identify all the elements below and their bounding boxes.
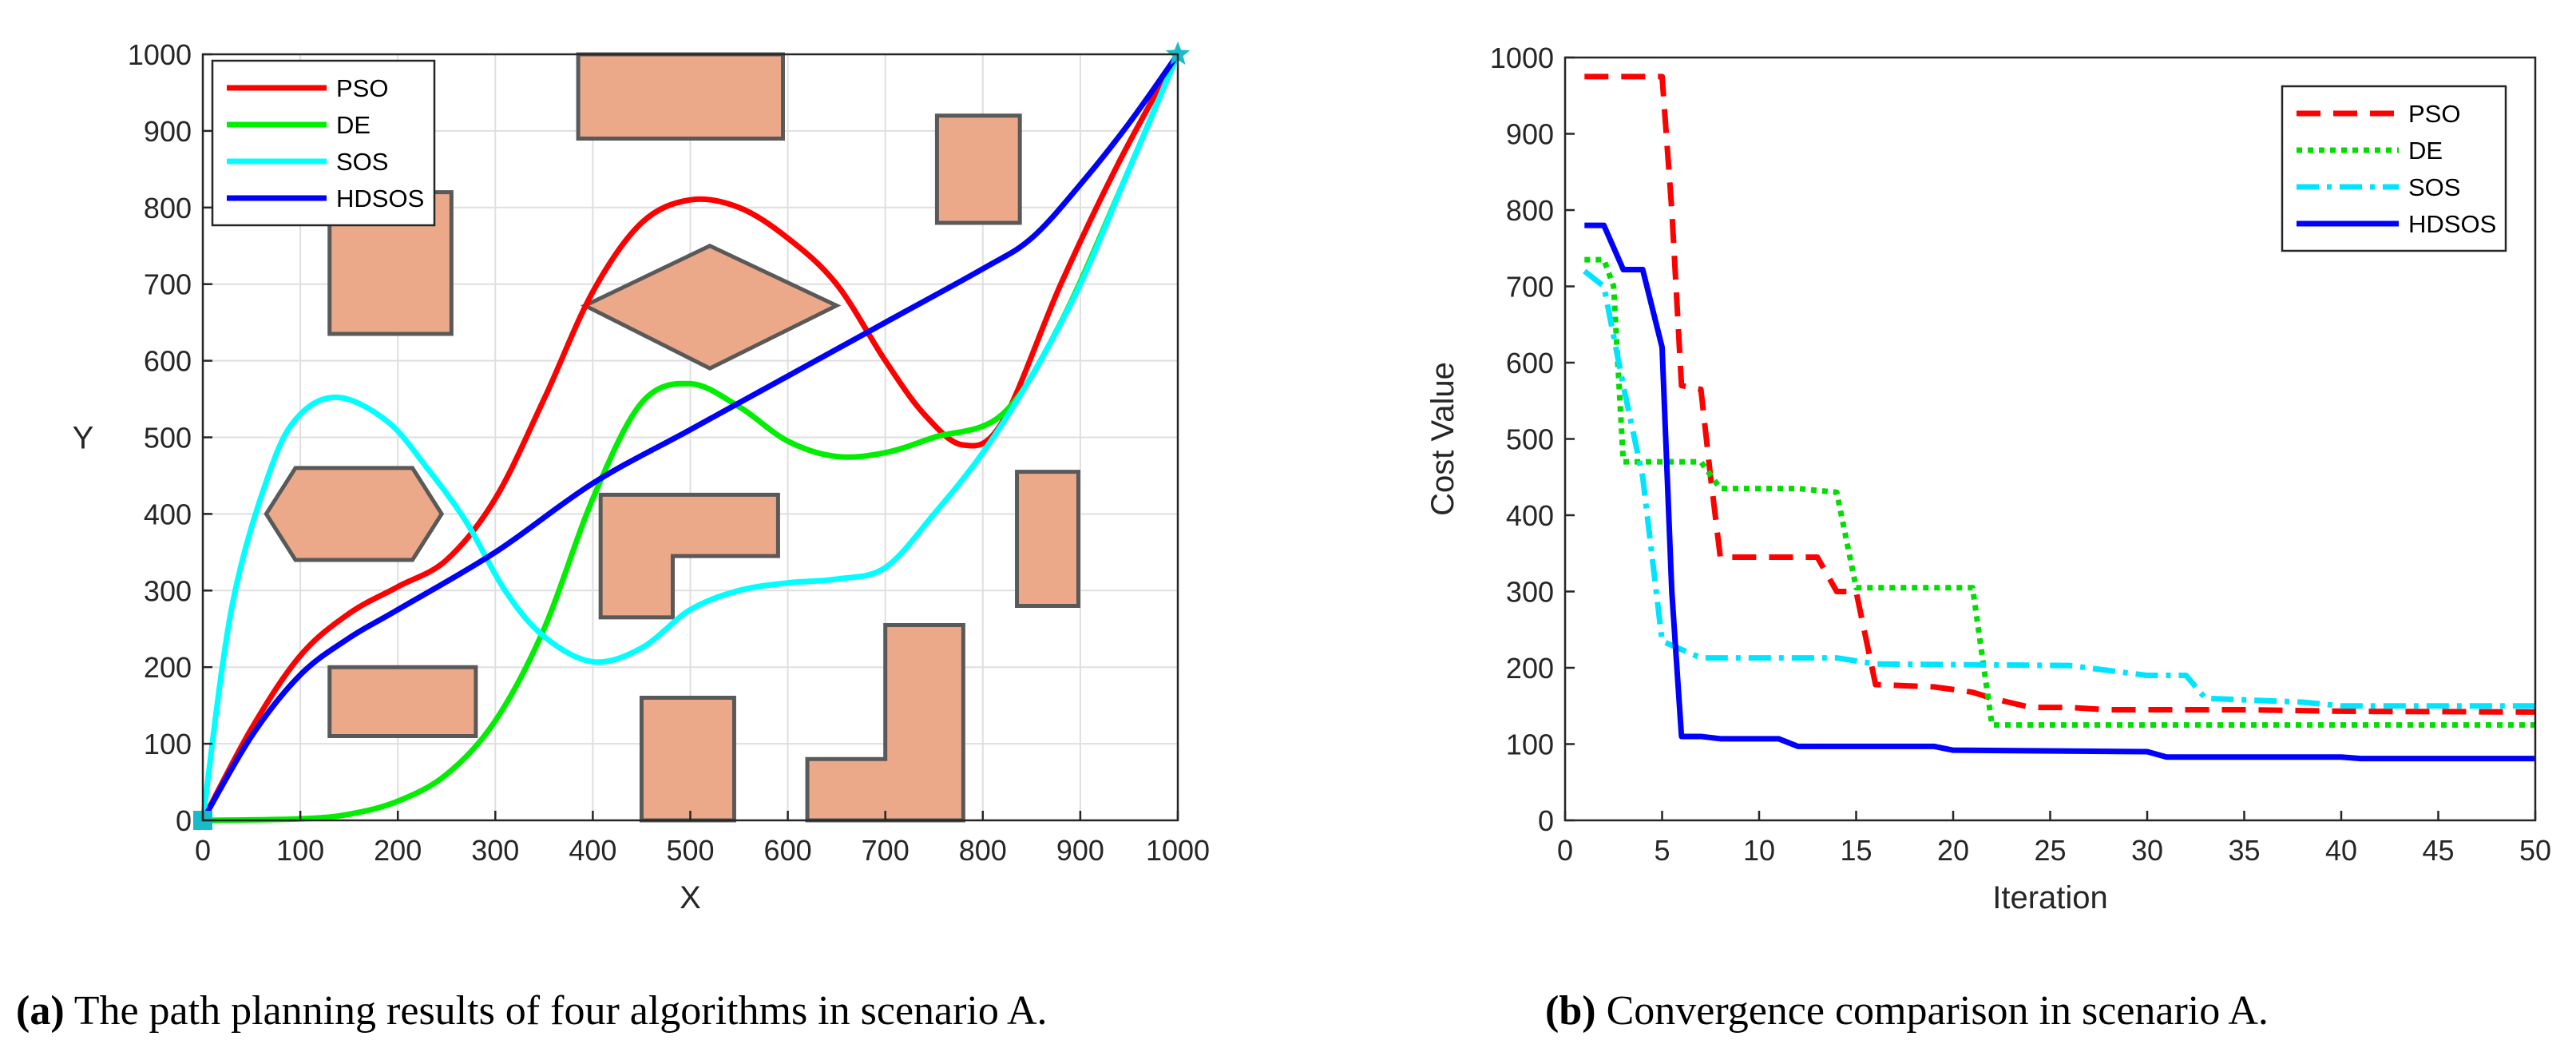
legend-label-hdsos: HDSOS bbox=[336, 185, 424, 212]
goal-marker bbox=[1165, 42, 1191, 65]
y-tick-label: 400 bbox=[144, 498, 192, 530]
caption-b: (b) Convergence comparison in scenario A… bbox=[1545, 988, 2269, 1034]
legend-label-hdsos: HDSOS bbox=[2408, 210, 2496, 238]
x-tick-label: 40 bbox=[2325, 834, 2357, 867]
caption-a: (a) The path planning results of four al… bbox=[16, 988, 1048, 1034]
legend-label-sos: SOS bbox=[336, 148, 388, 176]
y-tick-label: 200 bbox=[144, 651, 192, 684]
path-planning-chart: 0 100 200 300 400 500 600 700 800 900 1000 0 100 200 3… bbox=[73, 38, 1210, 915]
y-tick-label: 100 bbox=[144, 728, 192, 760]
x-tick-label: 200 bbox=[374, 834, 422, 867]
y-tick-label: 700 bbox=[1506, 271, 1554, 304]
x-tick-label: 600 bbox=[764, 834, 812, 867]
y-tick-label: 1000 bbox=[1490, 42, 1554, 74]
x-tick-label: 50 bbox=[2519, 834, 2551, 867]
x-tick-label: 45 bbox=[2422, 834, 2454, 867]
x-tick-label: 800 bbox=[959, 834, 1007, 867]
legend-label-pso: PSO bbox=[336, 74, 388, 102]
obstacle-rect-bottom bbox=[639, 696, 736, 823]
y-tick-label: 100 bbox=[1506, 728, 1554, 761]
caption-b-text: Convergence comparison in scenario A. bbox=[1596, 988, 2269, 1034]
series-lines bbox=[1583, 73, 2536, 762]
caption-a-label: (a) bbox=[16, 988, 65, 1034]
obstacle-rect-right bbox=[1015, 470, 1080, 608]
x-tick-label: 300 bbox=[471, 834, 519, 867]
series-line-hdsos bbox=[200, 52, 1180, 822]
x-tick-label: 20 bbox=[1937, 834, 1969, 867]
obstacle-rect-top bbox=[576, 52, 785, 141]
legend: PSO DE SOS HDSOS bbox=[211, 59, 436, 227]
y-axis-label: Y bbox=[73, 421, 94, 456]
y-tick-label: 800 bbox=[144, 192, 192, 224]
y-tick-label: 700 bbox=[144, 268, 192, 301]
legend-label-pso: PSO bbox=[2408, 100, 2460, 128]
series-line-de bbox=[1584, 256, 2535, 728]
y-tick-label: 0 bbox=[176, 804, 192, 837]
y-axis-label: Cost Value bbox=[1425, 362, 1460, 516]
y-tick-label: 900 bbox=[1506, 118, 1554, 151]
y-tick-label: 200 bbox=[1506, 652, 1554, 685]
y-tick-label: 900 bbox=[144, 115, 192, 148]
y-tick-label: 800 bbox=[1506, 194, 1554, 227]
x-tick-label: 0 bbox=[1557, 834, 1573, 867]
x-tick-label: 15 bbox=[1840, 834, 1872, 867]
y-tick-label: 1000 bbox=[128, 38, 192, 71]
x-tick-label: 0 bbox=[195, 834, 211, 867]
axis-ticks: 0 5 10 15 20 25 30 35 40 45 5001002003004005006007… bbox=[1490, 42, 2551, 867]
y-tick-label: 300 bbox=[144, 574, 192, 607]
x-tick-label: 10 bbox=[1743, 834, 1775, 867]
obstacle-l-shape-bottom bbox=[805, 622, 965, 823]
y-tick-label: 600 bbox=[144, 345, 192, 378]
x-tick-label: 1000 bbox=[1146, 834, 1210, 867]
x-tick-label: 400 bbox=[569, 834, 616, 867]
y-tick-label: 400 bbox=[1506, 499, 1554, 532]
y-tick-label: 600 bbox=[1506, 347, 1554, 379]
y-tick-label: 500 bbox=[144, 422, 192, 455]
axis-ticks: 0 100 200 300 400 500 600 700 800 900 1000 0 100 200 3… bbox=[128, 38, 1210, 867]
x-tick-label: 5 bbox=[1654, 834, 1670, 867]
series-line-pso bbox=[200, 53, 1181, 822]
obstacle-rect-topright bbox=[934, 113, 1022, 225]
series-line-sos bbox=[200, 53, 1181, 821]
legend-label-de: DE bbox=[336, 111, 371, 139]
series-line-sos bbox=[1583, 268, 2535, 709]
obstacle-rect-lower-left bbox=[327, 665, 478, 739]
legend: PSO DE SOS HDSOS bbox=[2281, 85, 2507, 252]
series-line-pso bbox=[1584, 73, 2536, 715]
x-tick-label: 700 bbox=[862, 834, 910, 867]
convergence-chart: 0 5 10 15 20 25 30 35 40 45 5001002003004005006007… bbox=[1425, 42, 2551, 915]
series-lines bbox=[200, 52, 1181, 824]
y-tick-label: 300 bbox=[1506, 576, 1554, 609]
series-line-hdsos bbox=[1584, 222, 2535, 762]
caption-a-text: The path planning results of four algori… bbox=[65, 988, 1048, 1034]
legend-label-de: DE bbox=[2408, 137, 2443, 165]
legend-label-sos: SOS bbox=[2408, 173, 2460, 201]
x-tick-label: 35 bbox=[2228, 834, 2260, 867]
x-tick-label: 30 bbox=[2131, 834, 2163, 867]
y-tick-label: 500 bbox=[1506, 423, 1554, 456]
x-tick-label: 500 bbox=[666, 834, 714, 867]
obstacle-hexagon bbox=[264, 466, 445, 562]
obstacles bbox=[264, 52, 1080, 823]
x-tick-label: 900 bbox=[1056, 834, 1104, 867]
x-tick-label: 25 bbox=[2034, 834, 2066, 867]
obstacle-l-shape-middle bbox=[598, 492, 780, 620]
caption-b-label: (b) bbox=[1545, 988, 1596, 1034]
obstacle-diamond bbox=[580, 243, 842, 371]
x-tick-label: 100 bbox=[276, 834, 324, 867]
y-tick-label: 0 bbox=[1538, 804, 1554, 837]
x-axis-label: X bbox=[680, 880, 701, 915]
x-axis-label: Iteration bbox=[1992, 880, 2108, 915]
